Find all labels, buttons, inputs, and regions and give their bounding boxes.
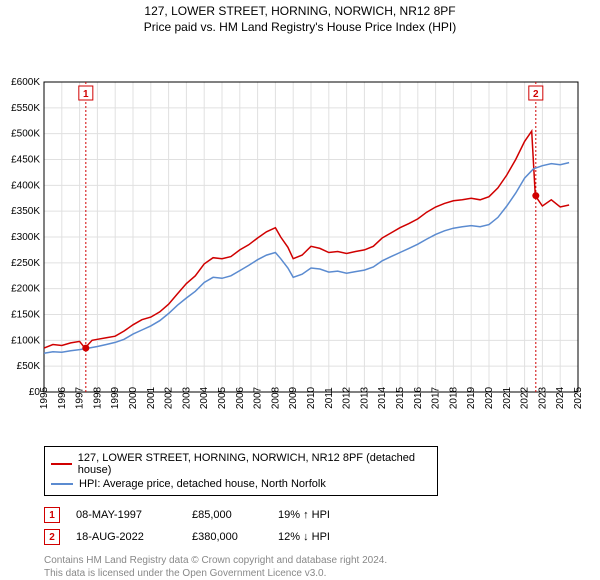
footer-attribution: Contains HM Land Registry data © Crown c… [44, 554, 600, 580]
svg-text:2012: 2012 [342, 386, 353, 409]
svg-text:£350K: £350K [11, 206, 40, 217]
legend-label: HPI: Average price, detached house, Nort… [79, 478, 326, 490]
chart-subtitle: Price paid vs. HM Land Registry's House … [0, 20, 600, 34]
svg-text:2017: 2017 [431, 386, 442, 409]
svg-text:2000: 2000 [128, 386, 139, 409]
svg-text:2015: 2015 [395, 386, 406, 409]
event-price: £85,000 [192, 509, 262, 521]
svg-text:2024: 2024 [555, 386, 566, 409]
svg-text:1996: 1996 [57, 386, 68, 409]
legend-item: 127, LOWER STREET, HORNING, NORWICH, NR1… [51, 451, 431, 477]
svg-text:£200K: £200K [11, 284, 40, 295]
svg-text:£400K: £400K [11, 180, 40, 191]
svg-text:2009: 2009 [288, 386, 299, 409]
event-diff: 19% ↑ HPI [278, 509, 358, 521]
legend-swatch [51, 483, 73, 485]
svg-text:£450K: £450K [11, 155, 40, 166]
svg-text:2022: 2022 [520, 386, 531, 409]
svg-text:£150K: £150K [11, 310, 40, 321]
event-table: 1 08-MAY-1997 £85,000 19% ↑ HPI 2 18-AUG… [44, 504, 600, 548]
svg-text:2020: 2020 [484, 386, 495, 409]
legend: 127, LOWER STREET, HORNING, NORWICH, NR1… [44, 446, 438, 496]
svg-text:1998: 1998 [92, 386, 103, 409]
svg-text:2006: 2006 [235, 386, 246, 409]
svg-text:2001: 2001 [146, 386, 157, 409]
svg-text:2018: 2018 [448, 386, 459, 409]
svg-text:2005: 2005 [217, 386, 228, 409]
event-marker-icon: 2 [44, 529, 60, 545]
svg-text:2023: 2023 [537, 386, 548, 409]
svg-text:£500K: £500K [11, 129, 40, 140]
svg-text:£300K: £300K [11, 232, 40, 243]
svg-text:1: 1 [83, 89, 89, 100]
svg-text:£550K: £550K [11, 103, 40, 114]
footer-line: Contains HM Land Registry data © Crown c… [44, 554, 600, 567]
svg-text:2013: 2013 [359, 386, 370, 409]
svg-text:2007: 2007 [253, 386, 264, 409]
svg-text:2010: 2010 [306, 386, 317, 409]
svg-text:2019: 2019 [466, 386, 477, 409]
event-price: £380,000 [192, 531, 262, 543]
svg-text:2014: 2014 [377, 386, 388, 409]
svg-text:£100K: £100K [11, 335, 40, 346]
svg-text:£600K: £600K [11, 77, 40, 88]
svg-text:2008: 2008 [270, 386, 281, 409]
footer-line: This data is licensed under the Open Gov… [44, 567, 600, 580]
event-row: 2 18-AUG-2022 £380,000 12% ↓ HPI [44, 526, 600, 548]
svg-text:2003: 2003 [181, 386, 192, 409]
svg-text:2: 2 [533, 89, 539, 100]
legend-item: HPI: Average price, detached house, Nort… [51, 477, 431, 491]
svg-text:1997: 1997 [75, 386, 86, 409]
svg-text:1999: 1999 [110, 386, 121, 409]
event-marker-icon: 1 [44, 507, 60, 523]
svg-text:2002: 2002 [164, 386, 175, 409]
event-date: 08-MAY-1997 [76, 509, 176, 521]
event-diff: 12% ↓ HPI [278, 531, 358, 543]
event-row: 1 08-MAY-1997 £85,000 19% ↑ HPI [44, 504, 600, 526]
legend-label: 127, LOWER STREET, HORNING, NORWICH, NR1… [78, 452, 431, 476]
svg-text:2016: 2016 [413, 386, 424, 409]
chart-title: 127, LOWER STREET, HORNING, NORWICH, NR1… [0, 4, 600, 18]
chart-area: £0£50K£100K£150K£200K£250K£300K£350K£400… [0, 38, 600, 440]
svg-text:2021: 2021 [502, 386, 513, 409]
svg-text:2004: 2004 [199, 386, 210, 409]
line-chart-svg: £0£50K£100K£150K£200K£250K£300K£350K£400… [0, 38, 600, 440]
svg-text:2011: 2011 [324, 387, 335, 409]
legend-swatch [51, 463, 72, 465]
event-date: 18-AUG-2022 [76, 531, 176, 543]
svg-text:£50K: £50K [17, 361, 41, 372]
svg-text:£250K: £250K [11, 258, 40, 269]
